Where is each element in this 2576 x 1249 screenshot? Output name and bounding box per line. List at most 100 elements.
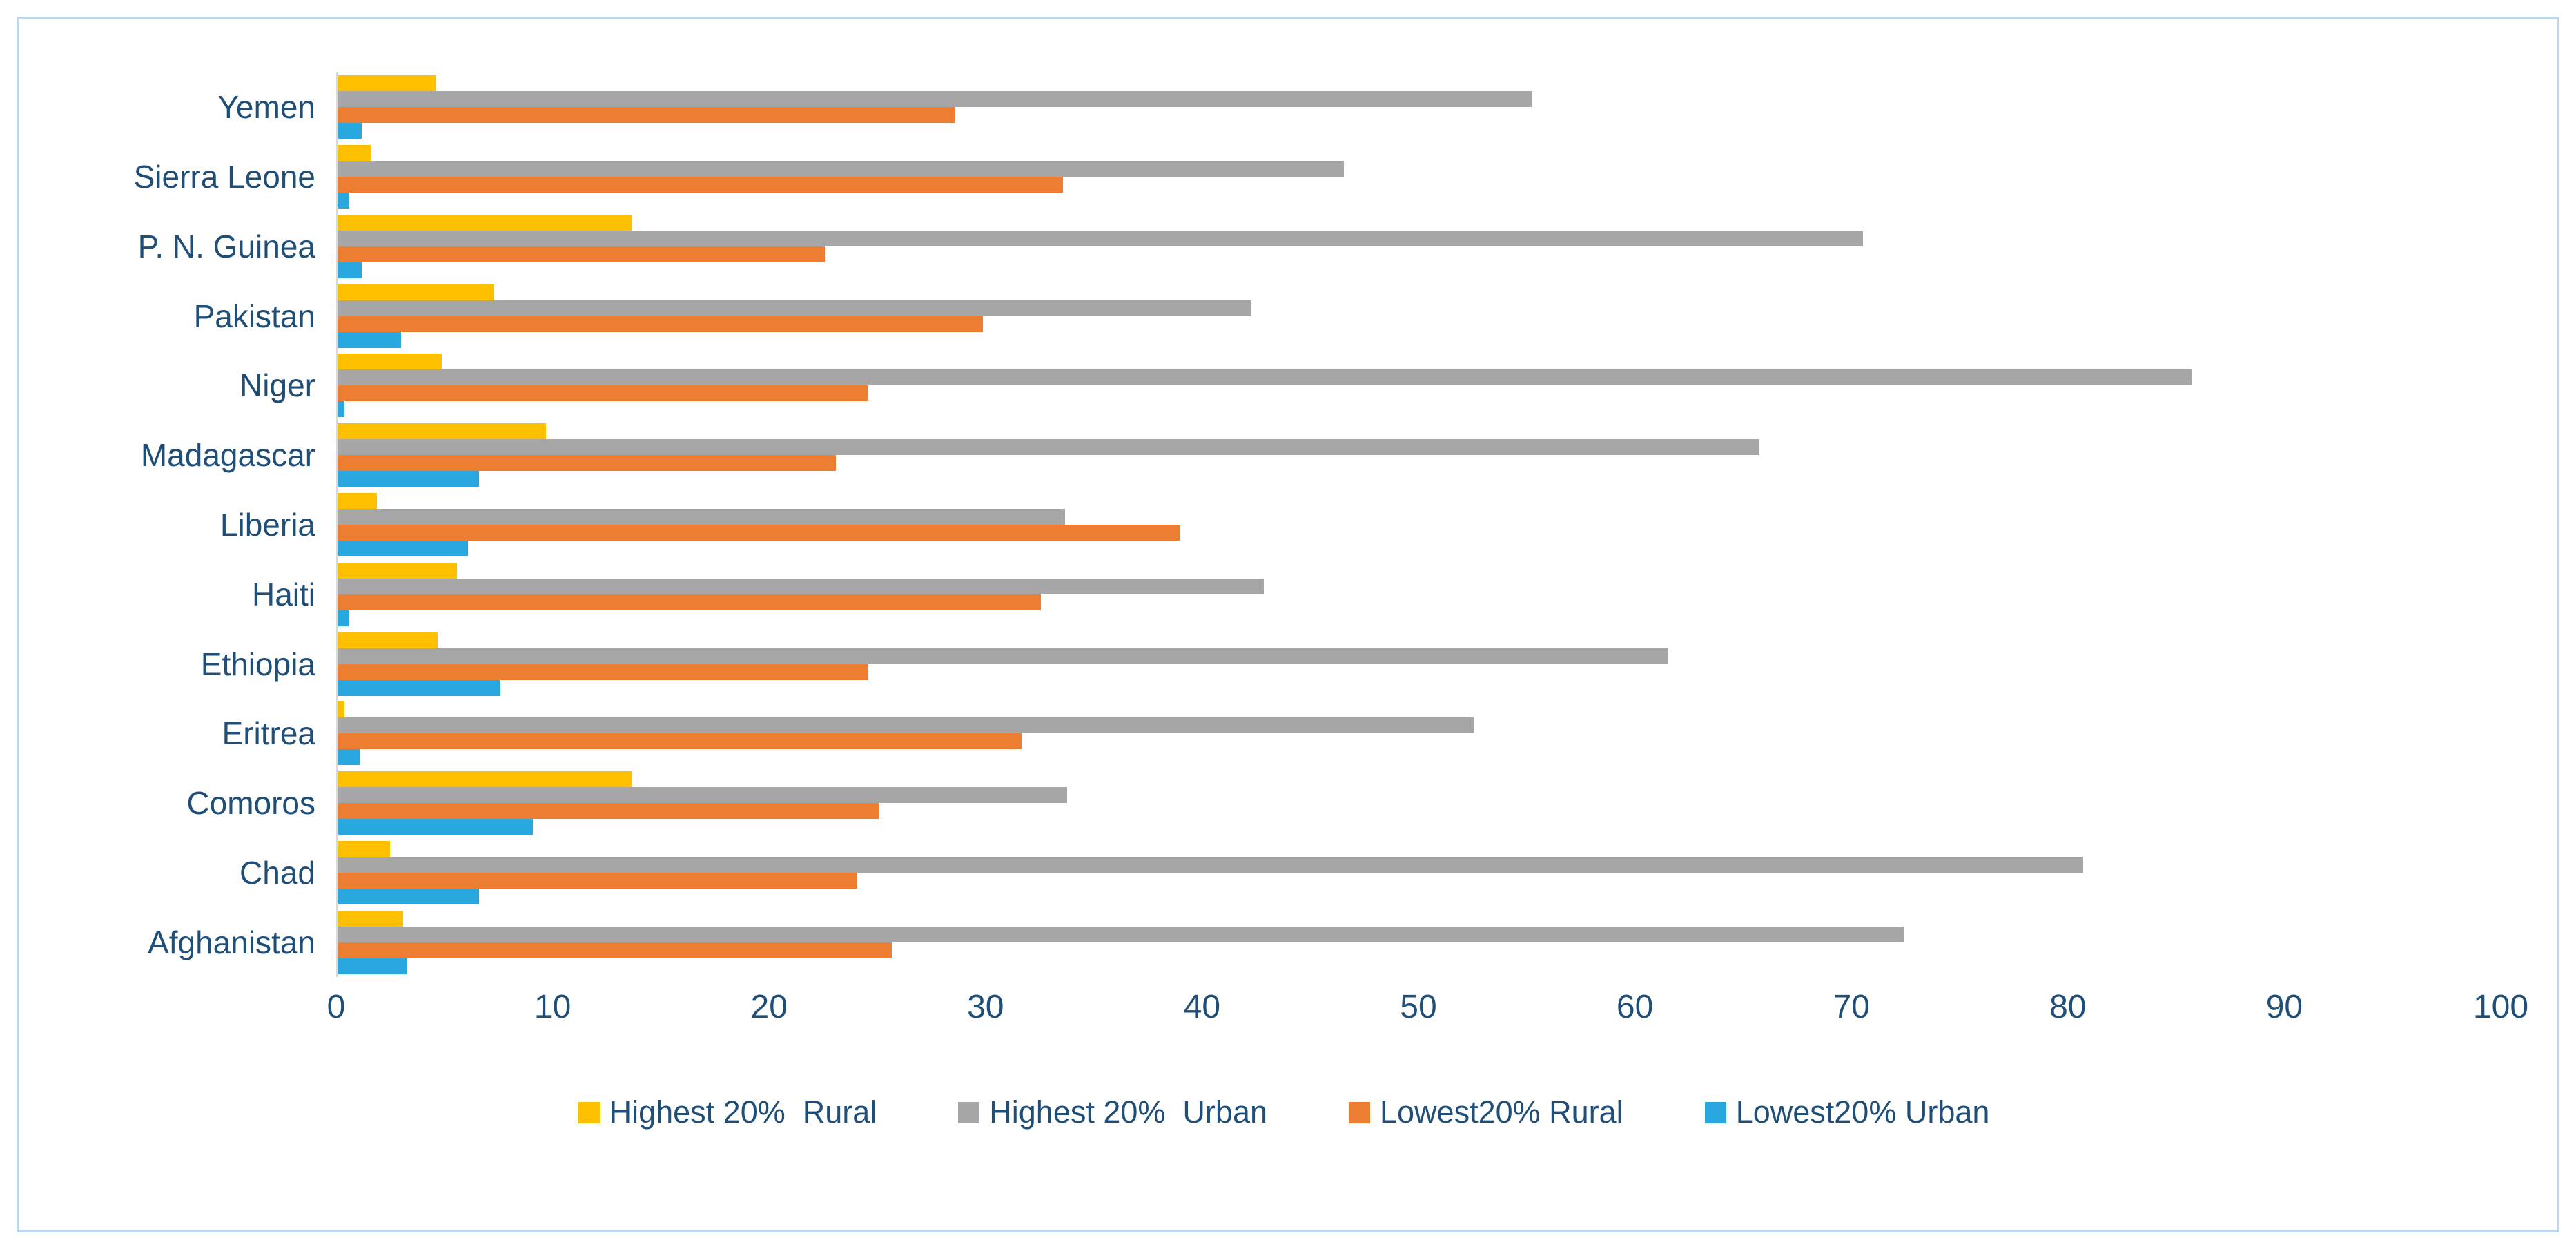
bar-lowest20-rural bbox=[338, 246, 825, 262]
bar-highest-20-urban bbox=[338, 856, 2084, 873]
bar-lowest20-urban bbox=[338, 262, 362, 278]
bar-group bbox=[336, 351, 2501, 420]
bar-highest-20-rural bbox=[338, 354, 442, 370]
bar-highest-20-rural bbox=[338, 423, 546, 440]
bar-lowest20-urban bbox=[338, 679, 500, 696]
bar-lowest20-urban bbox=[338, 123, 362, 139]
category-row-pakistan: Pakistan bbox=[67, 281, 2501, 351]
legend-label: Lowest20% Rural bbox=[1380, 1094, 1623, 1130]
legend-item-lowest20-rural: Lowest20% Rural bbox=[1349, 1094, 1623, 1130]
bar-group bbox=[336, 907, 2501, 977]
x-tick-label: 20 bbox=[750, 989, 788, 1025]
category-label: Yemen bbox=[217, 89, 315, 126]
legend-swatch bbox=[1704, 1101, 1726, 1123]
category-row-afghanistan: Afghanistan bbox=[67, 907, 2501, 977]
bar-highest-20-rural bbox=[338, 632, 438, 648]
bar-lowest20-rural bbox=[338, 664, 868, 680]
category-row-madagascar: Madagascar bbox=[67, 420, 2501, 490]
plot-area: Yemen Sierra Leone P. N. Guinea Pakistan Nig… bbox=[67, 72, 2501, 977]
bar-lowest20-urban bbox=[338, 331, 401, 348]
category-row-liberia: Liberia bbox=[67, 490, 2501, 560]
bar-highest-20-rural bbox=[338, 214, 633, 231]
bar-highest-20-urban bbox=[338, 230, 1863, 246]
bar-highest-20-rural bbox=[338, 562, 458, 579]
x-tick-label: 100 bbox=[2472, 989, 2529, 1025]
legend: Highest 20% Rural Highest 20% Urban Lowest… bbox=[67, 1094, 2501, 1130]
chart-frame: Yemen Sierra Leone P. N. Guinea Pakistan Nig… bbox=[17, 17, 2559, 1232]
bar-highest-20-urban bbox=[338, 717, 1474, 734]
bar-lowest20-rural bbox=[338, 872, 857, 889]
bar-group bbox=[336, 420, 2501, 490]
category-row-eritrea: Eritrea bbox=[67, 698, 2501, 768]
category-label: Niger bbox=[240, 367, 315, 404]
bar-highest-20-rural bbox=[338, 840, 391, 857]
bar-group bbox=[336, 142, 2501, 212]
x-tick-label: 30 bbox=[967, 989, 1004, 1025]
bar-highest-20-urban bbox=[338, 439, 1759, 456]
bar-highest-20-urban bbox=[338, 161, 1344, 177]
bar-highest-20-urban bbox=[338, 300, 1251, 316]
bar-lowest20-rural bbox=[338, 107, 955, 124]
category-label: P. N. Guinea bbox=[137, 228, 315, 264]
bar-lowest20-urban bbox=[338, 401, 345, 418]
bar-lowest20-rural bbox=[338, 455, 836, 472]
bar-highest-20-rural bbox=[338, 145, 371, 162]
x-tick-label: 10 bbox=[534, 989, 572, 1025]
category-label: Ethiopia bbox=[200, 646, 315, 682]
bar-group bbox=[336, 698, 2501, 768]
category-row-ethiopia: Ethiopia bbox=[67, 629, 2501, 699]
bar-group bbox=[336, 768, 2501, 838]
bar-highest-20-urban bbox=[338, 91, 1532, 108]
category-label: Comoros bbox=[186, 785, 315, 822]
legend-swatch bbox=[1349, 1101, 1370, 1123]
bar-lowest20-urban bbox=[338, 819, 533, 835]
bar-highest-20-urban bbox=[338, 508, 1065, 525]
bar-highest-20-rural bbox=[338, 75, 436, 92]
bar-group bbox=[336, 211, 2501, 282]
bar-group bbox=[336, 837, 2501, 908]
category-row-yemen: Yemen bbox=[67, 72, 2501, 142]
legend-label: Highest 20% Rural bbox=[609, 1094, 877, 1130]
bar-lowest20-rural bbox=[338, 942, 892, 958]
bar-chart: Yemen Sierra Leone P. N. Guinea Pakistan Nig… bbox=[19, 19, 2557, 1230]
bar-lowest20-rural bbox=[338, 524, 1180, 541]
bar-group bbox=[336, 559, 2501, 630]
bar-highest-20-rural bbox=[338, 771, 633, 788]
category-row-haiti: Haiti bbox=[67, 559, 2501, 630]
category-row-comoros: Comoros bbox=[67, 768, 2501, 838]
bar-highest-20-urban bbox=[338, 369, 2192, 386]
category-label: Haiti bbox=[251, 576, 315, 612]
category-label: Pakistan bbox=[193, 298, 315, 334]
x-tick-label: 50 bbox=[1400, 989, 1437, 1025]
x-tick-label: 70 bbox=[1833, 989, 1870, 1025]
category-label: Eritrea bbox=[222, 715, 315, 752]
bar-lowest20-urban bbox=[338, 540, 468, 556]
x-tick-label: 60 bbox=[1616, 989, 1654, 1025]
category-row-niger: Niger bbox=[67, 351, 2501, 420]
category-row-chad: Chad bbox=[67, 837, 2501, 908]
legend-swatch bbox=[578, 1101, 600, 1123]
legend-label: Lowest20% Urban bbox=[1735, 1094, 1990, 1130]
x-tick-label: 90 bbox=[2265, 989, 2303, 1025]
category-label: Afghanistan bbox=[148, 924, 315, 960]
bar-highest-20-urban bbox=[338, 787, 1067, 804]
bar-lowest20-urban bbox=[338, 610, 349, 626]
bar-group bbox=[336, 490, 2501, 560]
bar-group bbox=[336, 72, 2501, 142]
bar-lowest20-rural bbox=[338, 385, 868, 402]
category-label: Liberia bbox=[219, 506, 315, 543]
bar-highest-20-rural bbox=[338, 284, 494, 300]
bar-lowest20-rural bbox=[338, 177, 1063, 193]
bar-lowest20-rural bbox=[338, 316, 983, 332]
category-label: Sierra Leone bbox=[133, 159, 315, 195]
legend-label: Highest 20% Urban bbox=[989, 1094, 1267, 1130]
category-label: Chad bbox=[240, 854, 315, 891]
legend-item-lowest20-urban: Lowest20% Urban bbox=[1704, 1094, 1990, 1130]
bar-group bbox=[336, 281, 2501, 351]
x-tick-label: 80 bbox=[2049, 989, 2087, 1025]
bar-highest-20-urban bbox=[338, 648, 1668, 664]
bar-lowest20-urban bbox=[338, 471, 479, 487]
legend-item-highest-20-rural: Highest 20% Rural bbox=[578, 1094, 877, 1130]
bar-highest-20-urban bbox=[338, 926, 1904, 942]
bar-lowest20-rural bbox=[338, 594, 1042, 610]
